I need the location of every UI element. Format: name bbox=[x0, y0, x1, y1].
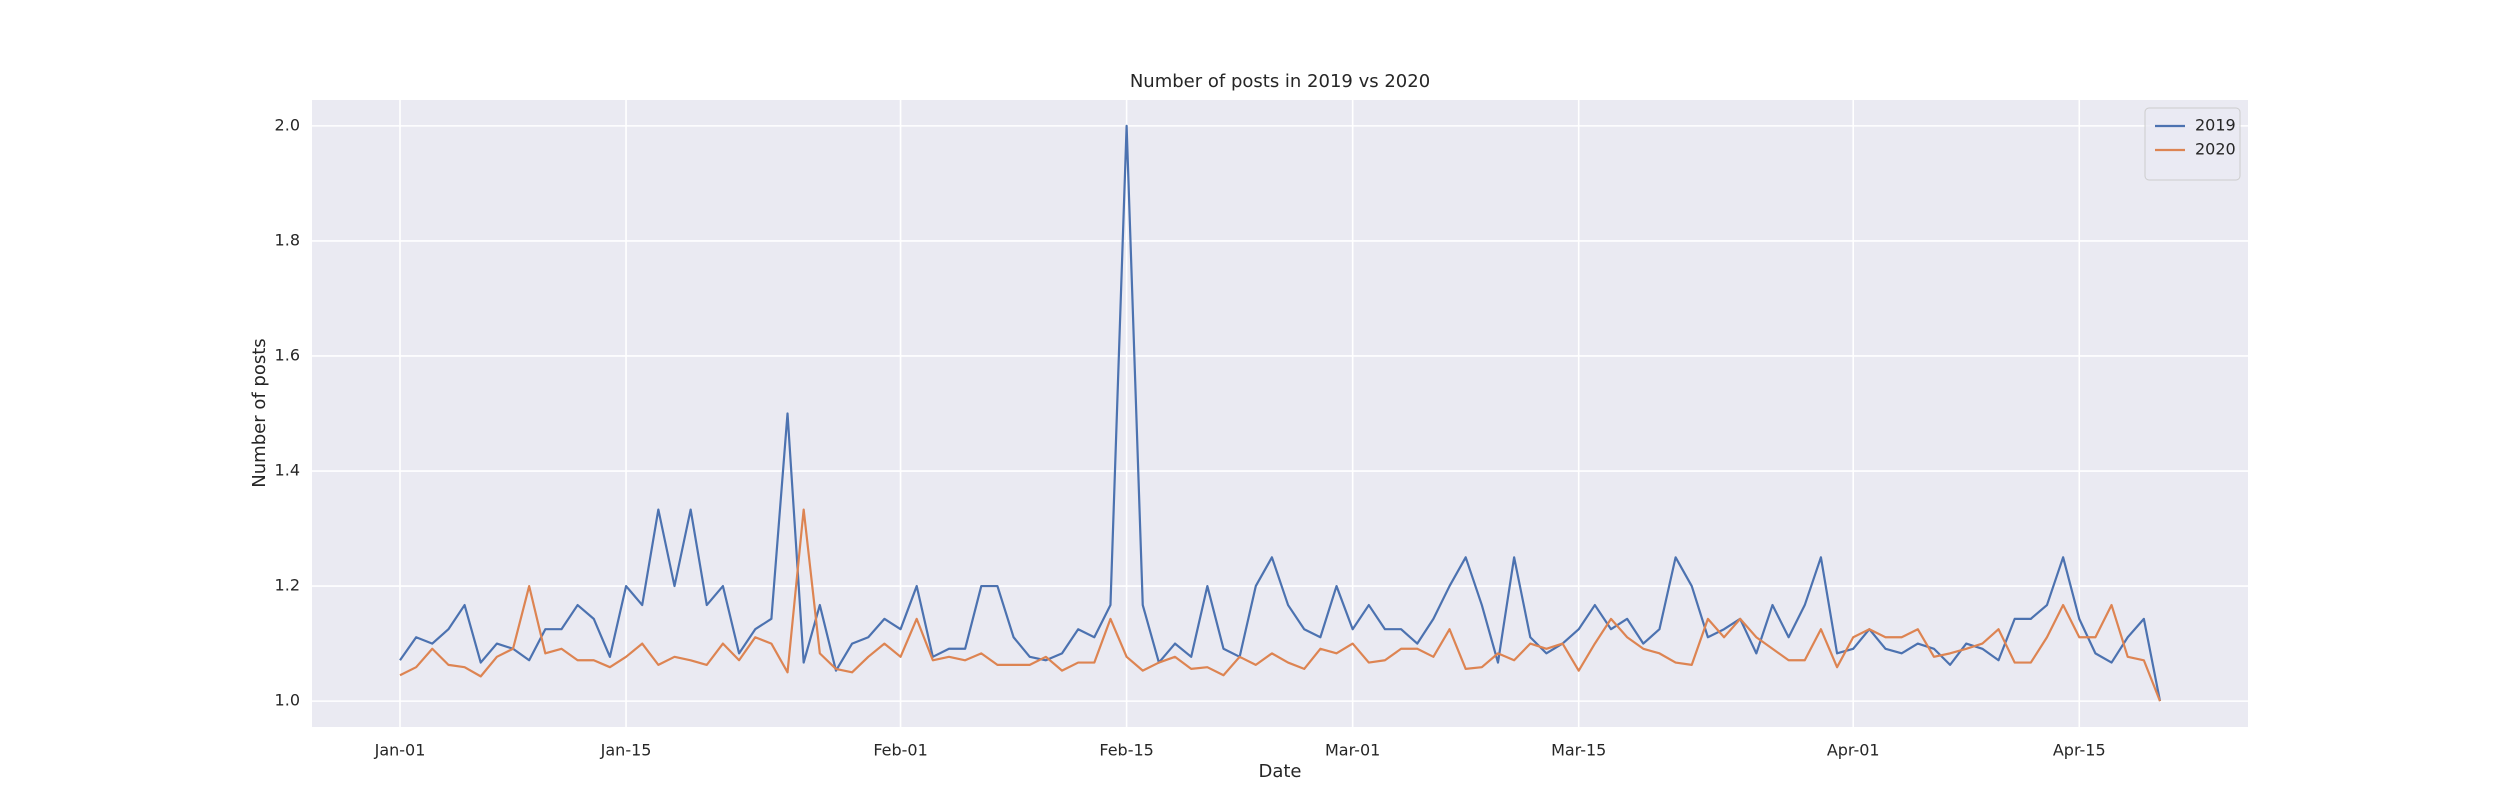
x-tick-label: Jan-15 bbox=[600, 741, 652, 760]
line-series bbox=[399, 508, 2162, 702]
legend-label: 2020 bbox=[2195, 140, 2236, 159]
legend-label: 2019 bbox=[2195, 116, 2236, 135]
y-tick-label: 1.4 bbox=[275, 461, 300, 480]
x-axis-label: Date bbox=[1258, 761, 1301, 782]
x-tick-label: Mar-01 bbox=[1325, 741, 1380, 760]
y-tick-label: 1.6 bbox=[275, 345, 300, 364]
x-tick-label: Apr-15 bbox=[2053, 741, 2106, 760]
y-tick-label: 1.2 bbox=[275, 576, 300, 595]
x-tick-label: Mar-15 bbox=[1551, 741, 1606, 760]
y-tick-label: 1.0 bbox=[275, 691, 300, 710]
legend: 2019 2020 bbox=[2144, 107, 2241, 181]
chart-title: Number of posts in 2019 vs 2020 bbox=[1130, 71, 1430, 92]
y-tick-label: 2.0 bbox=[275, 115, 300, 134]
x-tick-label: Jan-01 bbox=[374, 741, 426, 760]
plot-area bbox=[312, 100, 2248, 727]
x-tick-label: Apr-01 bbox=[1827, 741, 1880, 760]
x-tick-label: Feb-01 bbox=[873, 741, 927, 760]
x-tick-label: Feb-15 bbox=[1099, 741, 1153, 760]
y-axis-label: Number of posts bbox=[249, 338, 270, 487]
line-series bbox=[399, 124, 2162, 702]
y-tick-label: 1.8 bbox=[275, 230, 300, 249]
